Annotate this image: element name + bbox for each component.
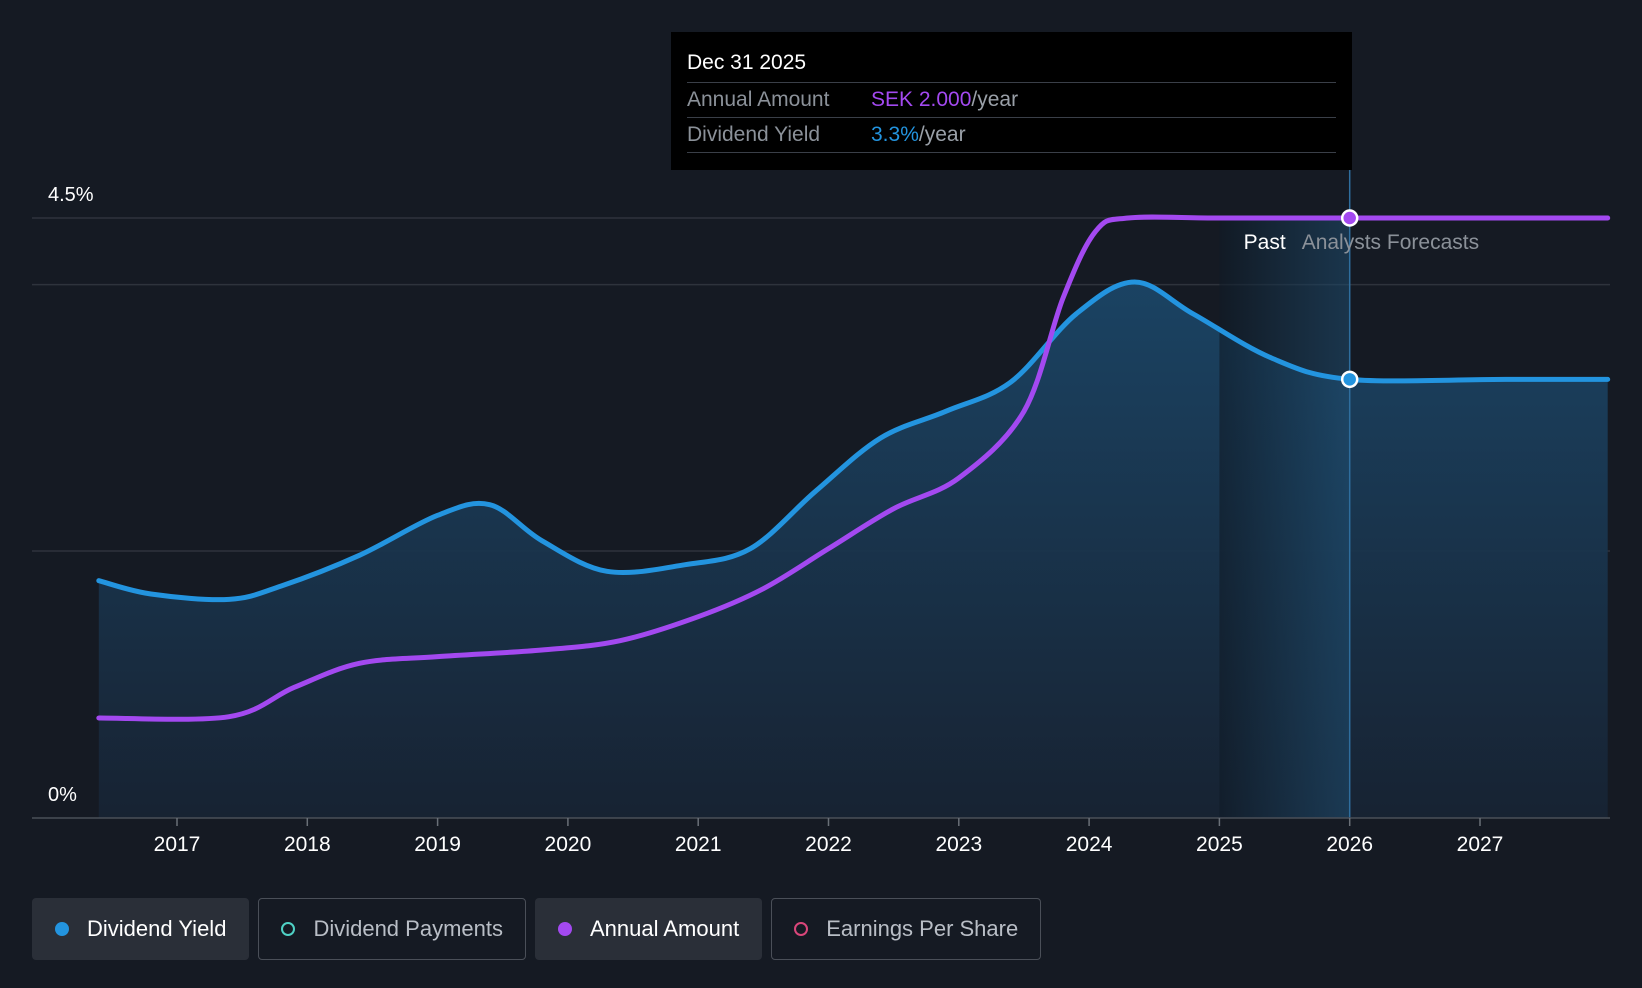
tooltip-unit: /year: [918, 123, 966, 146]
forecast-label: Analysts Forecasts: [1302, 231, 1479, 254]
legend-label: Dividend Payments: [313, 916, 503, 941]
dot-icon: [55, 922, 69, 936]
legend: Dividend Yield Dividend Payments Annual …: [32, 898, 1042, 960]
tooltip-row-dividend-yield: Dividend Yield 3.3% /year: [687, 117, 1336, 153]
marker-point: [1340, 370, 1359, 389]
legend-item-earnings-per-share[interactable]: Earnings Per Share: [771, 898, 1042, 960]
x-tick-label: 2017: [154, 833, 201, 856]
tooltip-label: Dividend Yield: [687, 123, 821, 146]
x-tick-label: 2027: [1457, 833, 1504, 856]
tooltip-label: Annual Amount: [687, 88, 830, 111]
tooltip-unit: /year: [971, 88, 1019, 111]
axis-labels: 0% 4.5% Past Analysts Forecasts: [48, 184, 1479, 806]
tooltip-value: SEK 2.000: [871, 88, 972, 111]
x-tick-label: 2021: [675, 833, 722, 856]
legend-item-dividend-payments[interactable]: Dividend Payments: [258, 898, 526, 960]
tooltip-row-annual-amount: Annual Amount SEK 2.000 /year: [687, 82, 1336, 117]
x-tick-label: 2022: [805, 833, 852, 856]
past-label: Past: [1244, 231, 1286, 254]
marker-point: [1340, 209, 1359, 227]
x-tick-label: 2020: [545, 833, 592, 856]
legend-item-annual-amount[interactable]: Annual Amount: [534, 898, 763, 960]
yield-area-fill: [98, 282, 1608, 818]
dot-icon: [557, 922, 572, 936]
series-lines: [96, 214, 1611, 722]
tooltip-date: Dec 31 2025: [687, 51, 807, 74]
x-tick-label: 2018: [284, 833, 331, 856]
tooltip-value: 3.3%: [871, 123, 919, 146]
past-band: [1219, 218, 1350, 818]
ring-icon: [281, 922, 296, 936]
legend-item-dividend-yield[interactable]: Dividend Yield: [32, 898, 250, 960]
yield-area: [98, 282, 1608, 818]
y-tick-label: 0%: [48, 784, 77, 806]
past-region: [1219, 170, 1351, 818]
ring-icon: [794, 922, 809, 936]
legend-label: Earnings Per Share: [826, 916, 1019, 941]
annual-amount-line: [96, 214, 1611, 722]
x-axis: 2017 2018 2019 2020 2021 2022 2023 2024 2025 2026…: [32, 817, 1610, 856]
x-tick-label: 2026: [1326, 833, 1373, 856]
x-tick-label: 2019: [414, 833, 461, 856]
tooltip: Dec 31 2025 Annual Amount SEK 2.000 /yea…: [671, 32, 1352, 170]
dividend-yield-line: [96, 279, 1611, 603]
x-tick-label: 2024: [1066, 833, 1113, 856]
markers: [1340, 209, 1359, 389]
y-tick-label: 4.5%: [48, 184, 94, 206]
x-tick-label: 2023: [935, 833, 982, 856]
legend-label: Annual Amount: [589, 916, 740, 941]
x-tick-label: 2025: [1196, 833, 1243, 856]
legend-label: Dividend Yield: [87, 916, 227, 941]
